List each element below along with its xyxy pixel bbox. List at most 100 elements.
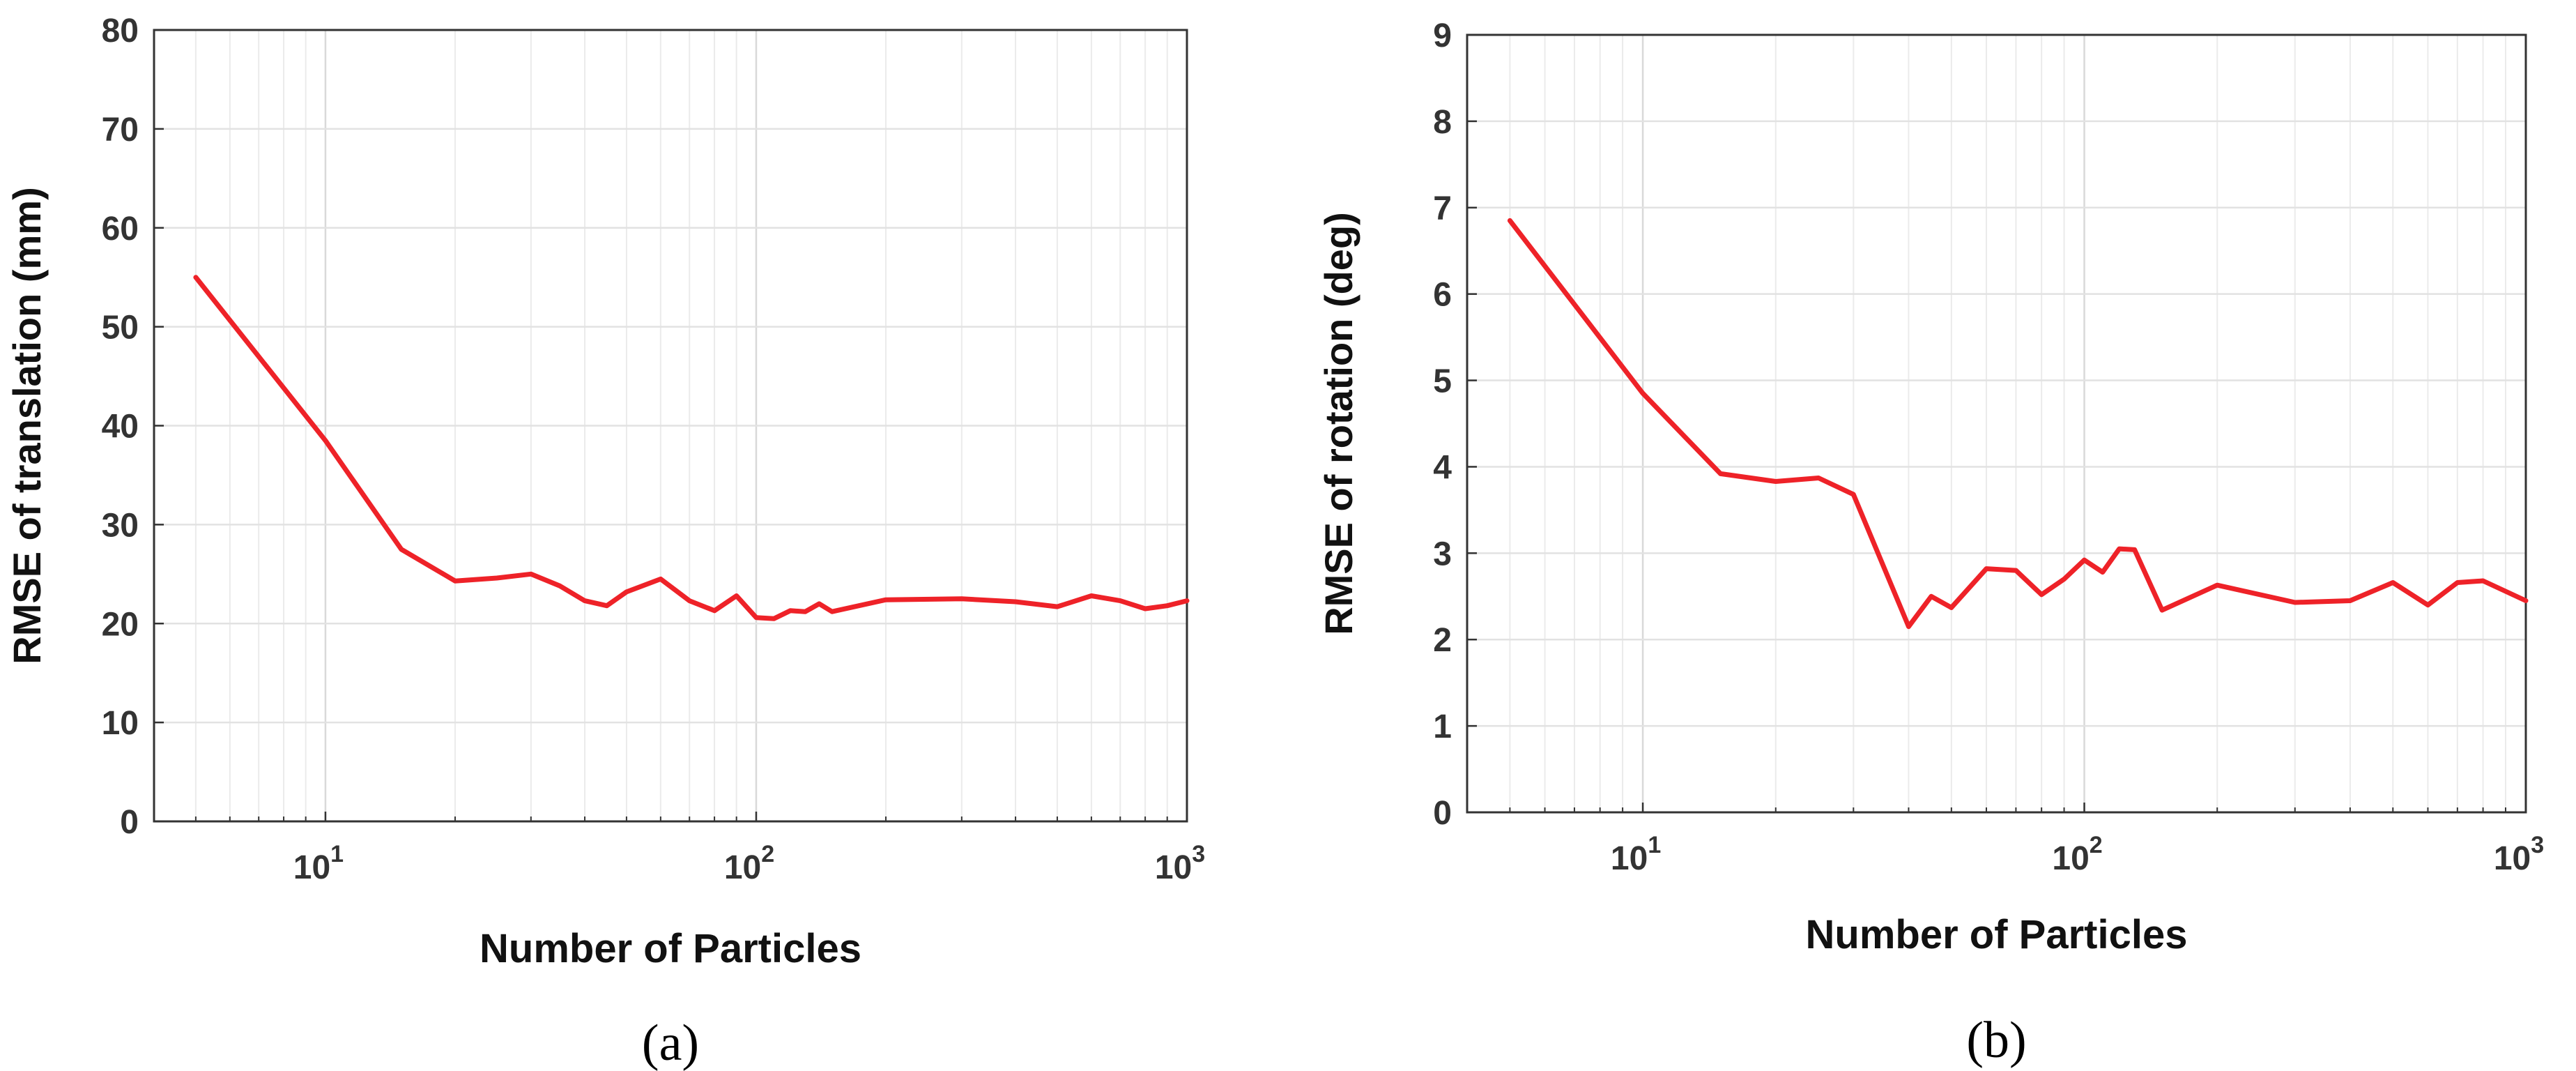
data-point (1818, 477, 1820, 479)
data-point (2063, 578, 2065, 580)
x-tick-label: 101 (293, 841, 344, 886)
x-axis-label: Number of Particles (1806, 912, 2188, 957)
series-line (1507, 218, 2529, 630)
data-point (689, 600, 691, 602)
data-point (1719, 473, 1722, 475)
data-point (773, 618, 775, 620)
data-point (2427, 604, 2429, 606)
x-tick-base: 10 (293, 849, 330, 886)
x-tick-label: 102 (2052, 832, 2102, 877)
data-point (625, 591, 627, 593)
x-tick-label: 102 (724, 841, 774, 886)
data-point (1642, 393, 1644, 395)
y-tick-label: 60 (102, 211, 139, 248)
data-point (2101, 571, 2103, 573)
data-point (1144, 607, 1147, 609)
y-tick-label: 8 (1433, 104, 1452, 141)
y-tick-label: 7 (1433, 190, 1452, 227)
y-tick-label: 80 (102, 13, 139, 50)
y-tick-label: 70 (102, 112, 139, 149)
data-point (2482, 579, 2484, 582)
series-line (193, 275, 1190, 621)
data-point (1509, 220, 1511, 222)
data-point (1186, 600, 1188, 602)
x-tick-exponent: 2 (761, 841, 774, 867)
x-axis-label: Number of Particles (480, 926, 861, 971)
y-tick-label: 1 (1433, 708, 1452, 745)
x-tick-exponent: 3 (1192, 841, 1205, 867)
data-point (885, 599, 887, 601)
panel-caption: (a) (642, 1015, 699, 1071)
x-tick-label: 103 (2494, 832, 2544, 877)
data-point (2161, 609, 2163, 612)
data-point (1166, 605, 1168, 607)
data-point (2349, 600, 2351, 602)
data-point (1056, 606, 1058, 608)
data-point (1908, 625, 1910, 628)
y-axis-label: RMSE of rotation (deg) (1317, 212, 1360, 635)
x-tick-exponent: 2 (2090, 832, 2103, 858)
data-point (659, 578, 661, 580)
data-point (2118, 548, 2120, 550)
data-point (496, 577, 498, 579)
y-tick-label: 50 (102, 310, 139, 347)
data-point (714, 609, 716, 612)
y-tick-label: 40 (102, 409, 139, 446)
axes-frame (1466, 33, 2527, 814)
panel-caption: (b) (1966, 1012, 2026, 1069)
data-point (818, 602, 820, 605)
x-tick-exponent: 1 (330, 841, 344, 867)
y-tick-label: 20 (102, 606, 139, 643)
data-point (1986, 568, 1988, 570)
data-point (2294, 601, 2296, 603)
y-tick-label: 4 (1433, 449, 1452, 486)
plot-area (1467, 35, 2526, 812)
data-point (559, 585, 561, 587)
y-axis-label: RMSE of translation (mm) (5, 187, 49, 664)
y-tick-label: 6 (1433, 277, 1452, 314)
y-tick-label: 2 (1433, 622, 1452, 659)
x-tick-label: 101 (1611, 832, 1661, 877)
data-point (2216, 584, 2218, 586)
data-point (1853, 494, 1855, 496)
x-tick-base: 10 (1611, 840, 1648, 877)
data-point (530, 573, 532, 575)
data-point (584, 600, 586, 602)
x-tick-base: 10 (1155, 849, 1192, 886)
y-tick-label: 30 (102, 507, 139, 544)
data-point (2456, 582, 2458, 584)
data-point (2041, 593, 2043, 595)
data-point (789, 609, 791, 612)
data-point (194, 276, 197, 278)
x-tick-base: 10 (2494, 840, 2531, 877)
data-point (1950, 607, 1952, 609)
data-point (1090, 595, 1092, 597)
x-tick-base: 10 (2052, 840, 2089, 877)
data-point (2083, 559, 2085, 561)
data-point (1119, 600, 1121, 602)
x-tick-base: 10 (724, 849, 761, 886)
data-point (735, 595, 737, 597)
x-tick-exponent: 3 (2531, 832, 2544, 858)
data-point (2015, 570, 2017, 572)
data-point (454, 580, 456, 582)
data-point (2133, 549, 2136, 551)
y-tick-label: 9 (1433, 17, 1452, 54)
x-tick-label: 103 (1155, 841, 1205, 886)
data-point (1774, 480, 1777, 483)
data-point (804, 611, 806, 613)
data-point (1015, 601, 1017, 603)
data-point (755, 616, 757, 618)
data-point (2525, 600, 2527, 602)
data-point (1930, 595, 1932, 598)
data-point (400, 548, 402, 550)
data-point (606, 605, 608, 607)
data-point (960, 598, 963, 600)
y-tick-label: 0 (1433, 795, 1452, 832)
y-tick-label: 5 (1433, 363, 1452, 400)
y-tick-label: 0 (120, 804, 139, 841)
data-point (324, 439, 326, 441)
